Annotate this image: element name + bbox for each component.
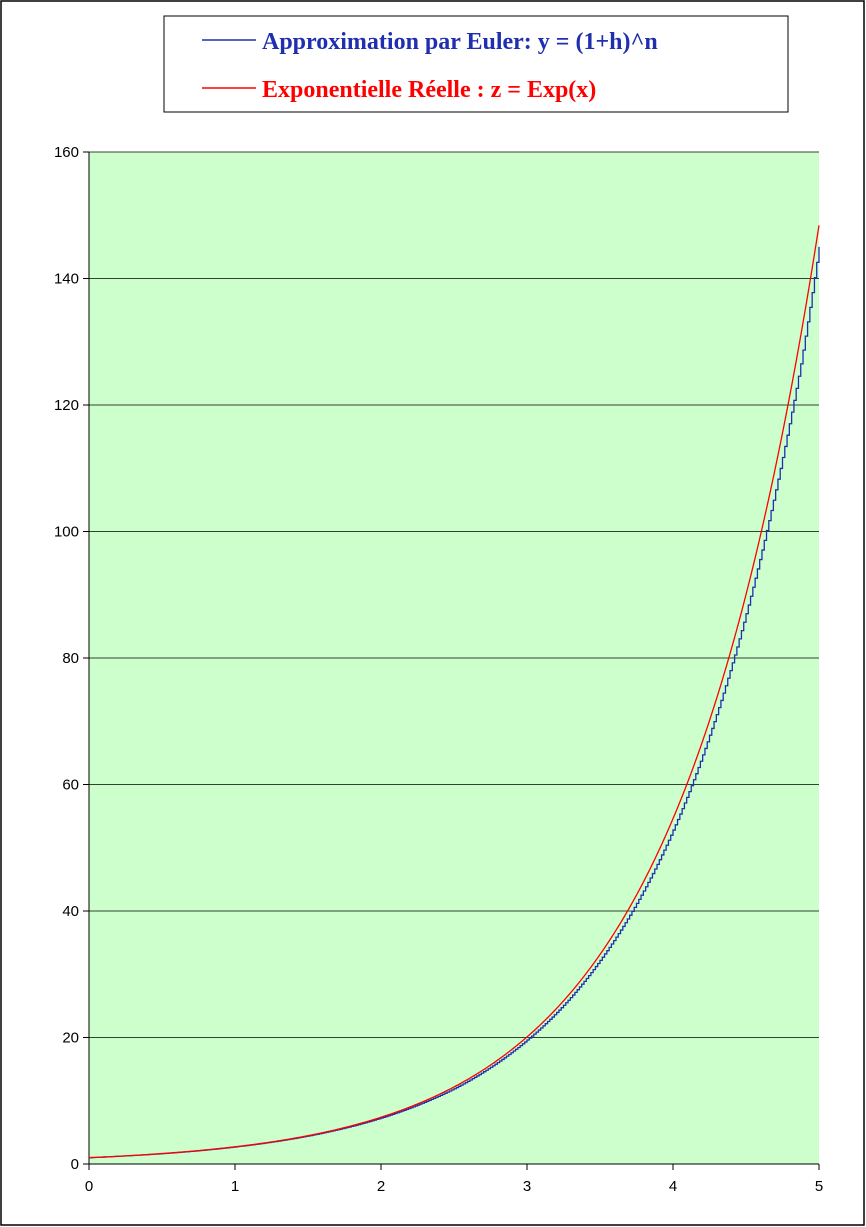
legend-label-exp: Exponentielle Réelle : z = Exp(x) — [262, 77, 596, 103]
legend-label-euler: Approximation par Euler: y = (1+h)^n — [262, 29, 658, 55]
y-tick-label-0: 0 — [71, 1156, 79, 1173]
x-tick-label-3: 3 — [523, 1178, 531, 1195]
y-tick-label-120: 120 — [54, 397, 79, 414]
legend-box — [163, 15, 789, 113]
y-tick-label-160: 160 — [54, 144, 79, 161]
grid-lines — [89, 151, 819, 1038]
legend: Approximation par Euler: y = (1+h)^n Exp… — [163, 15, 789, 113]
y-tick-label-100: 100 — [54, 524, 79, 541]
tick-labels: 0 20 40 60 80 100 120 140 160 0 1 2 3 4 5 — [54, 144, 823, 1195]
x-tick-label-2: 2 — [377, 1178, 385, 1195]
x-tick-label-4: 4 — [669, 1178, 677, 1195]
series-line-exp — [88, 225, 820, 1159]
x-tick-label-1: 1 — [231, 1178, 239, 1195]
y-tick-label-60: 60 — [62, 777, 79, 794]
x-tick-label-5: 5 — [815, 1178, 823, 1195]
y-tick-label-140: 140 — [54, 271, 79, 288]
x-tick-label-0: 0 — [85, 1178, 93, 1195]
y-tick-label-80: 80 — [62, 650, 79, 667]
y-tick-label-20: 20 — [62, 1030, 79, 1047]
y-tick-label-40: 40 — [62, 903, 79, 920]
series-lines — [88, 225, 820, 1159]
